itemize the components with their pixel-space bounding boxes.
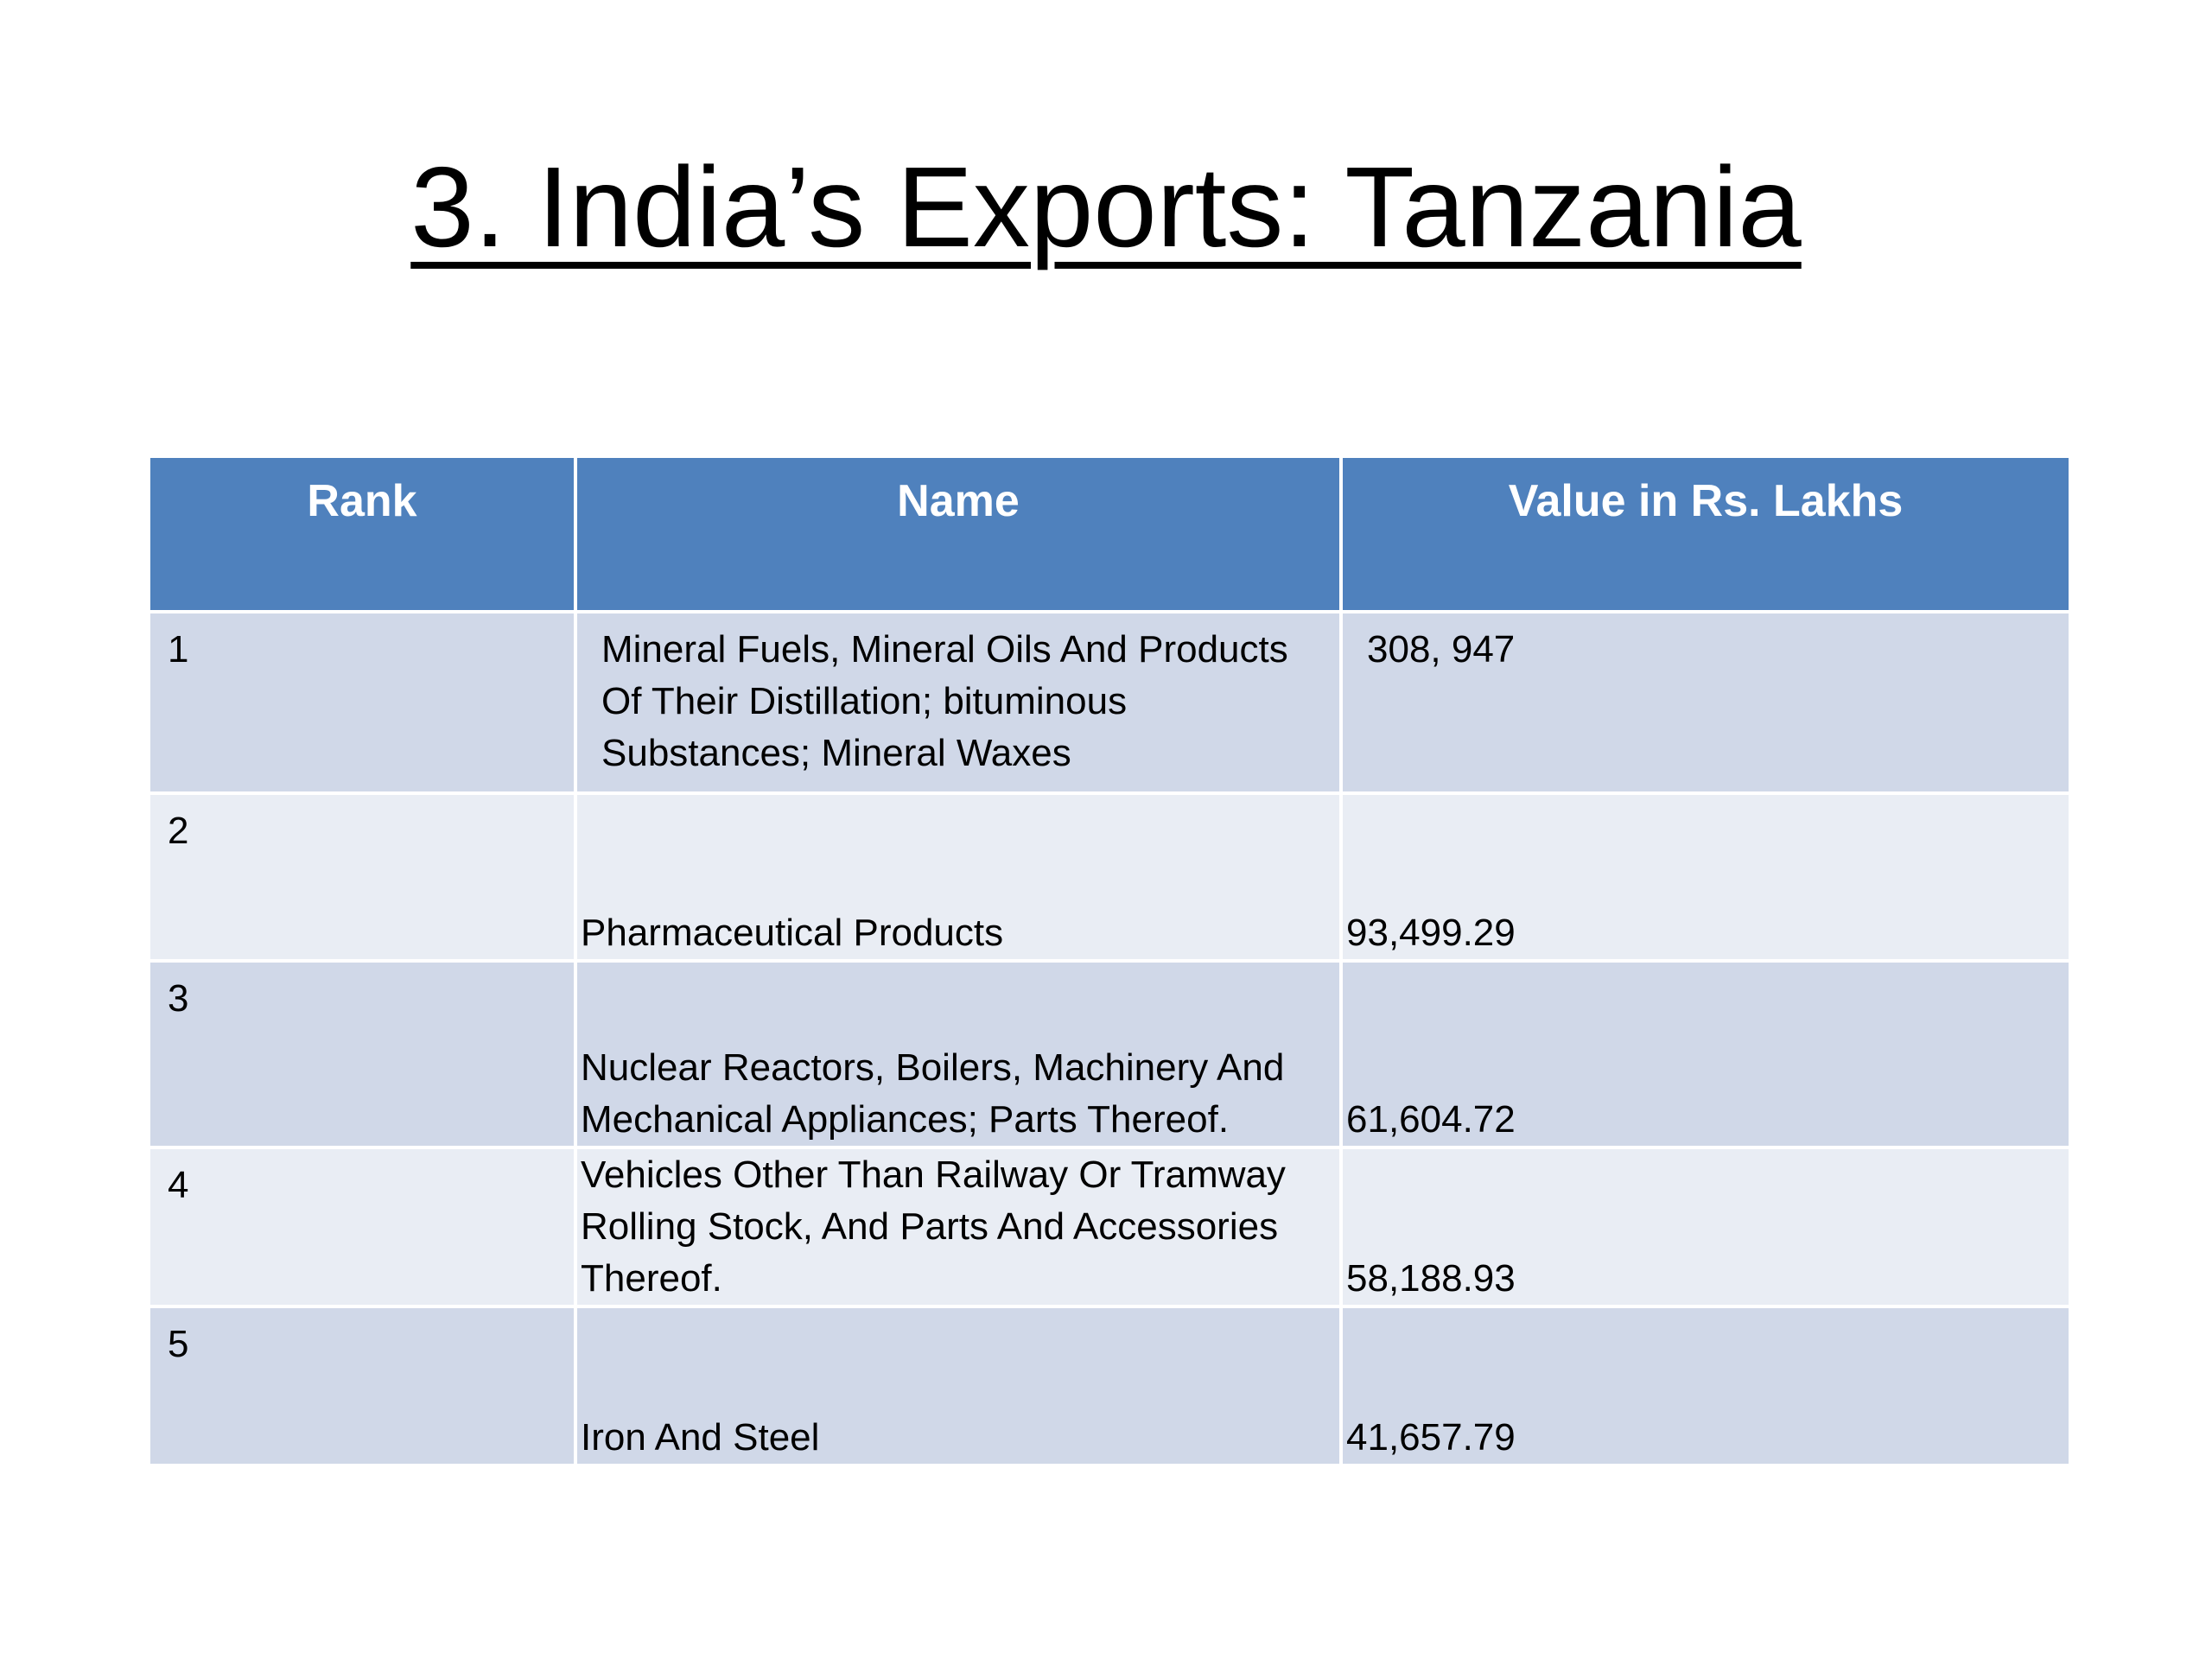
header-value: Value in Rs. Lakhs <box>1339 458 2069 613</box>
row-name: Pharmaceutical Products <box>574 791 1343 963</box>
header-rank: Rank <box>150 458 577 613</box>
row-name: Nuclear Reactors, Boilers, Machinery And… <box>574 959 1343 1149</box>
exports-table: Rank Name Value in Rs. Lakhs 1 Mineral F… <box>150 458 2069 1467</box>
row-rank: 4 <box>150 1146 577 1308</box>
table-row: 4 Vehicles Other Than Railway Or Tramway… <box>150 1146 2069 1308</box>
row-value: 308, 947 <box>1339 610 2069 795</box>
row-rank: 5 <box>150 1305 577 1467</box>
row-value: 41,657.79 <box>1339 1305 2069 1467</box>
row-name: Iron And Steel <box>574 1305 1343 1467</box>
row-rank: 3 <box>150 959 577 1149</box>
row-value: 93,499.29 <box>1339 791 2069 963</box>
row-value: 58,188.93 <box>1339 1146 2069 1308</box>
row-rank: 1 <box>150 610 577 795</box>
exports-table-container: Rank Name Value in Rs. Lakhs 1 Mineral F… <box>150 458 2069 1467</box>
table-row: 5 Iron And Steel 41,657.79 <box>150 1305 2069 1467</box>
row-rank: 2 <box>150 791 577 963</box>
row-name: Mineral Fuels, Mineral Oils And Products… <box>574 610 1343 795</box>
slide-title: 3. India’s Exports: Tanzania <box>0 138 2212 276</box>
slide-title-text: 3. India’s Exports: Tanzania <box>410 143 1802 270</box>
row-name: Vehicles Other Than Railway Or Tramway R… <box>574 1146 1343 1308</box>
table-header-row: Rank Name Value in Rs. Lakhs <box>150 458 2069 613</box>
table-row: 3 Nuclear Reactors, Boilers, Machinery A… <box>150 959 2069 1149</box>
table-row: 2 Pharmaceutical Products 93,499.29 <box>150 791 2069 963</box>
header-name: Name <box>574 458 1343 613</box>
table-row: 1 Mineral Fuels, Mineral Oils And Produc… <box>150 610 2069 795</box>
row-value: 61,604.72 <box>1339 959 2069 1149</box>
